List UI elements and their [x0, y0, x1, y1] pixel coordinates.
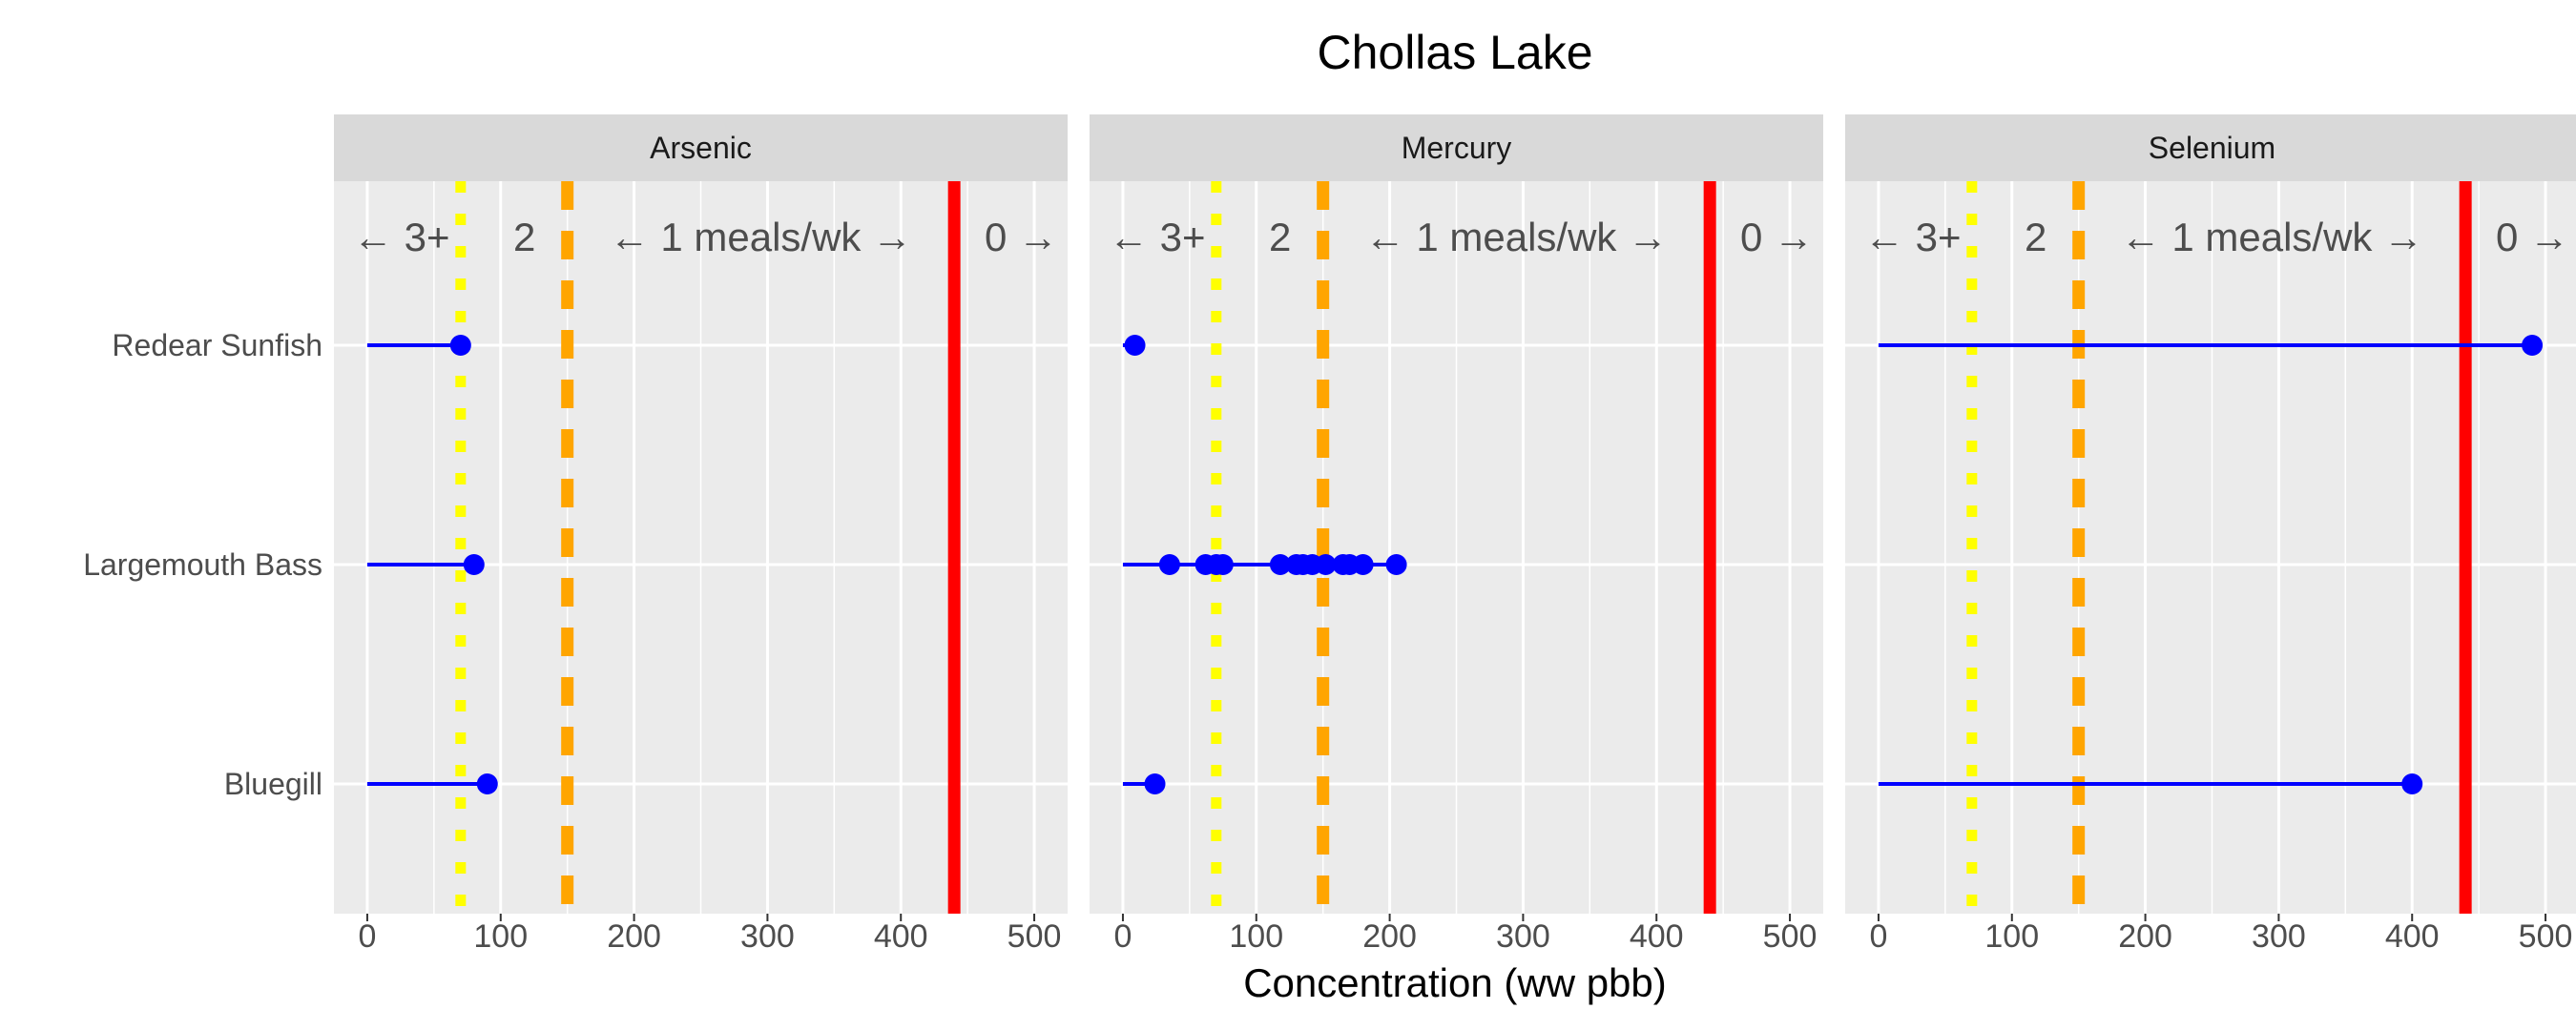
x-tick-label: 500 [1008, 918, 1062, 955]
band-label-two: 2 [2025, 215, 2046, 259]
data-point [449, 335, 471, 356]
x-tick-label: 300 [1496, 918, 1550, 955]
band-label-one: ← 1 meals/wk → [610, 215, 912, 259]
y-label-redear-sunfish: Redear Sunfish [112, 328, 322, 362]
x-tick-label: 300 [2252, 918, 2306, 955]
x-tick-label: 100 [473, 918, 528, 955]
x-tick-label: 200 [1362, 918, 1417, 955]
strip-background [334, 114, 1068, 181]
data-point [1352, 554, 1374, 575]
x-tick-label: 100 [1229, 918, 1283, 955]
x-tick-label: 0 [1113, 918, 1132, 955]
x-axis-title: Concentration (ww pbb) [1243, 960, 1667, 1005]
y-axis-labels: Redear Sunfish Largemouth Bass Bluegill [83, 328, 322, 801]
band-label-zero: 0 → [2496, 215, 2569, 259]
chart-title: Chollas Lake [1317, 26, 1592, 79]
band-label-two: 2 [513, 215, 535, 259]
data-point [1315, 554, 1337, 575]
x-tick-label: 100 [1984, 918, 2039, 955]
x-tick-label: 400 [1630, 918, 1684, 955]
y-label-largemouth-bass: Largemouth Bass [83, 547, 322, 582]
band-label-one: ← 1 meals/wk → [2121, 215, 2423, 259]
band-label-left: ← 3+ [1864, 215, 1962, 259]
data-point [1269, 554, 1291, 575]
panel-selenium: Selenium ← 3+ 2 ← 1 meals/wk → 0 → 0 100 200 300… [1845, 114, 2576, 955]
x-tick-label: 400 [2385, 918, 2440, 955]
x-tick-label: 200 [2118, 918, 2172, 955]
x-tick-label: 500 [2519, 918, 2573, 955]
x-tick-label: 0 [358, 918, 376, 955]
data-point [476, 773, 498, 794]
x-tick-label: 200 [607, 918, 661, 955]
x-tick-label: 0 [1869, 918, 1887, 955]
band-label-zero: 0 → [1740, 215, 1814, 259]
x-tick-label: 500 [1763, 918, 1818, 955]
x-tick-label: 400 [874, 918, 928, 955]
band-label-one: ← 1 meals/wk → [1365, 215, 1668, 259]
data-point [1212, 554, 1234, 575]
data-point [2401, 773, 2423, 794]
data-point [1158, 554, 1180, 575]
data-point [1144, 773, 1166, 794]
strip-label: Mercury [1402, 131, 1512, 165]
x-tick-label: 300 [740, 918, 795, 955]
band-label-left: ← 3+ [1109, 215, 1206, 259]
strip-background [1845, 114, 2576, 181]
data-point [2522, 335, 2544, 356]
panels: Arsenic← 3+ 2 ← 1 meals/wk → 0 →0 100 200 300 4… [334, 114, 2576, 955]
panel-arsenic: Arsenic ← 3+ 2 ← 1 meals/wk → 0 → 0 100 200 300 4… [334, 114, 1068, 955]
data-point [463, 554, 485, 575]
strip-label: Selenium [2149, 131, 2275, 165]
band-label-left: ← 3+ [353, 215, 450, 259]
band-label-zero: 0 → [985, 215, 1058, 259]
data-point [1124, 335, 1146, 356]
panel-mercury: Mercury ← 3+ 2 ← 1 meals/wk → 0 → 0 100 200 300 4… [1090, 114, 1823, 955]
data-point [1385, 554, 1407, 575]
y-label-bluegill: Bluegill [224, 767, 322, 801]
band-label-two: 2 [1269, 215, 1291, 259]
strip-background [1090, 114, 1823, 181]
strip-label: Arsenic [650, 131, 752, 165]
